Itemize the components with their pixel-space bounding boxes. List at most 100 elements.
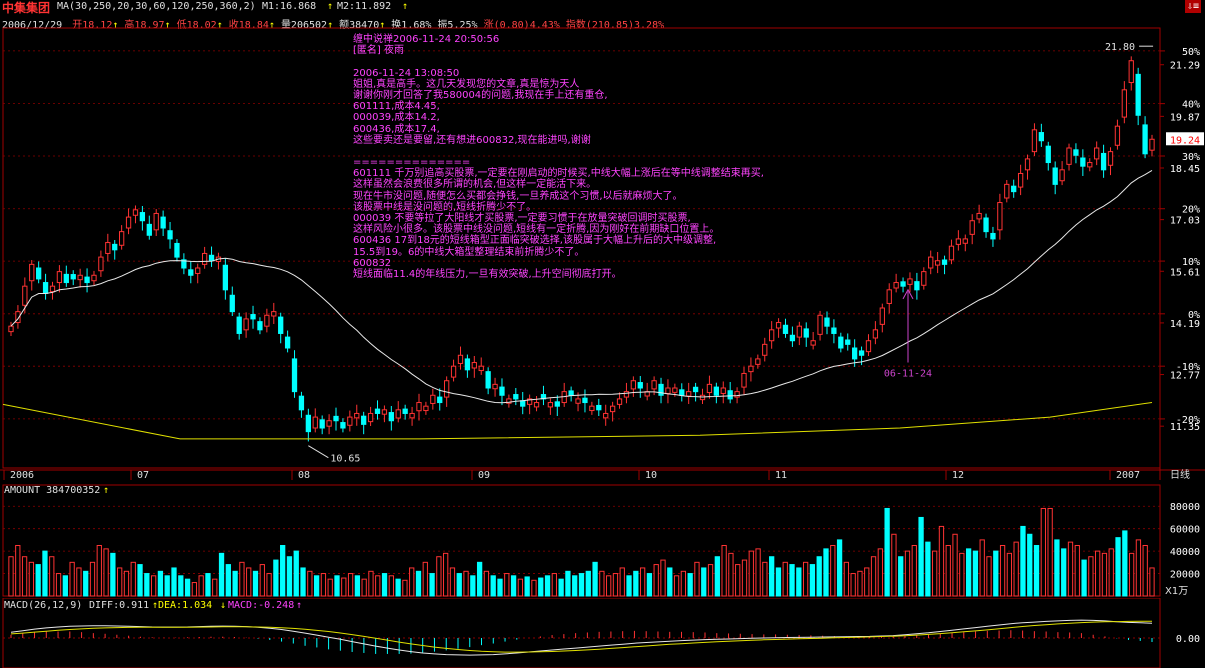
candle-body bbox=[1149, 138, 1155, 151]
macd-diff-line bbox=[10, 619, 1153, 656]
note-line: 000039 不要等拉了大阳线才买股票,一定要习惯于在放量突破回调时买股票, bbox=[353, 213, 691, 224]
amount-bar bbox=[35, 564, 41, 597]
open-arrow-icon: ↑ bbox=[112, 20, 119, 31]
ma-m1-arrow-icon: ↑ bbox=[327, 1, 334, 12]
candle-body bbox=[361, 415, 367, 425]
candle-body bbox=[188, 269, 194, 276]
amount-bar bbox=[402, 579, 408, 597]
amount-bar bbox=[49, 556, 55, 597]
candle-body bbox=[430, 394, 436, 404]
amount-bar bbox=[945, 545, 951, 597]
amount-bar bbox=[517, 578, 524, 597]
candle-body bbox=[845, 339, 851, 345]
amount-bar bbox=[626, 575, 632, 597]
note-line: [匿名] 夜雨 bbox=[353, 45, 404, 57]
low-arrow-icon: ↑ bbox=[216, 20, 223, 31]
amount-bar bbox=[476, 561, 483, 597]
amount-bar bbox=[205, 573, 211, 597]
candle-body bbox=[1059, 169, 1065, 182]
candle-body bbox=[1038, 132, 1045, 142]
candle-body bbox=[174, 242, 180, 258]
ma-m1-value: M1:16.868 bbox=[262, 1, 317, 12]
price-tick-label: 12.77 bbox=[1170, 371, 1200, 382]
amount-bar bbox=[198, 575, 204, 597]
candle-body bbox=[1045, 145, 1051, 164]
amount-bar bbox=[1122, 530, 1128, 597]
amount-bar bbox=[932, 550, 938, 597]
amount-bar bbox=[762, 561, 768, 597]
candle-body bbox=[914, 281, 920, 291]
macd-dea-label: DEA:1.034 bbox=[158, 600, 212, 611]
candle-body bbox=[132, 209, 139, 216]
annotation-date-label: 06-11-24 bbox=[884, 368, 932, 379]
amount-bar bbox=[843, 561, 850, 597]
amount-bar bbox=[388, 575, 394, 597]
amount-bar bbox=[246, 567, 252, 597]
amount-bar bbox=[735, 564, 741, 597]
price-chart[interactable]: 50% 40% 30% 20% 10% 0% -10% -20% 21.29 19.87 18.45… bbox=[0, 25, 1205, 480]
candle-body bbox=[1073, 149, 1079, 156]
amount-bar bbox=[218, 552, 225, 597]
amount-bar bbox=[1047, 507, 1053, 597]
note-line bbox=[353, 146, 764, 157]
amount-bar bbox=[721, 545, 727, 597]
amount-bar bbox=[1142, 545, 1148, 597]
candle-body bbox=[921, 271, 927, 286]
candle-body bbox=[271, 311, 277, 317]
amount-bar bbox=[252, 570, 259, 597]
candle-body bbox=[665, 387, 671, 394]
candle-body bbox=[471, 362, 477, 369]
amount-bar bbox=[986, 556, 992, 597]
stock-name[interactable]: 中集集团 bbox=[2, 1, 51, 15]
amount-bar bbox=[884, 507, 890, 597]
amount-bar bbox=[178, 575, 184, 597]
quote-change: 涨(0.80)4.43% bbox=[483, 20, 560, 31]
amount-bar bbox=[965, 548, 972, 597]
candle-body bbox=[997, 202, 1003, 231]
amount-bar bbox=[415, 570, 422, 597]
candle-body bbox=[499, 386, 505, 396]
amount-bar bbox=[286, 556, 293, 597]
candle-body bbox=[450, 365, 457, 378]
amount-bar bbox=[633, 570, 639, 597]
candle-body bbox=[623, 391, 630, 398]
month-label: 2007 bbox=[1116, 470, 1140, 480]
candle-body bbox=[257, 321, 263, 331]
amount-bar bbox=[69, 561, 75, 597]
candle-body bbox=[948, 245, 955, 261]
candle-body bbox=[291, 358, 298, 393]
ma-m2-value: M2:11.892 bbox=[337, 1, 392, 12]
candle-body bbox=[22, 285, 28, 306]
amount-bar bbox=[877, 548, 883, 597]
amount-bar bbox=[714, 556, 720, 597]
candle-body bbox=[333, 415, 339, 422]
close-arrow-icon: ↑ bbox=[268, 20, 275, 31]
quote-amplitude: 振5.25% bbox=[437, 20, 478, 31]
amount-bar bbox=[266, 573, 272, 597]
menu-icon[interactable]: ⇩≡ bbox=[1185, 0, 1201, 13]
amount-bar bbox=[83, 570, 89, 597]
candle-body bbox=[492, 383, 498, 390]
macd-chart[interactable]: MACD(26,12,9) DIFF:0.911 DEA:1.034 MACD:-0.… bbox=[0, 598, 1205, 668]
amount-tick-label: 80000 bbox=[1170, 502, 1200, 513]
amount-bar bbox=[592, 561, 598, 597]
amount-bar bbox=[15, 545, 21, 597]
amount-bar bbox=[646, 573, 653, 597]
quote-low: 低18.02 bbox=[176, 20, 217, 31]
candle-body bbox=[222, 264, 229, 291]
amount-chart[interactable]: AMOUNT 384700352 ↑ 80000 60000 40000 20000 X1万 bbox=[0, 483, 1205, 598]
amount-bar bbox=[395, 578, 401, 597]
amount-bar bbox=[952, 533, 958, 597]
amount-bar bbox=[707, 564, 714, 597]
amount-bar bbox=[130, 561, 136, 597]
amount-bar bbox=[307, 570, 313, 597]
ma-params[interactable]: MA(30,250,20,30,60,120,250,360,2) bbox=[57, 1, 256, 12]
amount-bar bbox=[551, 573, 557, 597]
candle-body bbox=[554, 401, 560, 407]
candle-body bbox=[485, 371, 491, 389]
note-line: 000039,成本14.2, bbox=[353, 112, 440, 124]
amount-bar bbox=[62, 575, 68, 597]
amount-bar bbox=[1128, 552, 1135, 597]
note-line bbox=[353, 56, 764, 67]
candle-body bbox=[582, 397, 588, 404]
